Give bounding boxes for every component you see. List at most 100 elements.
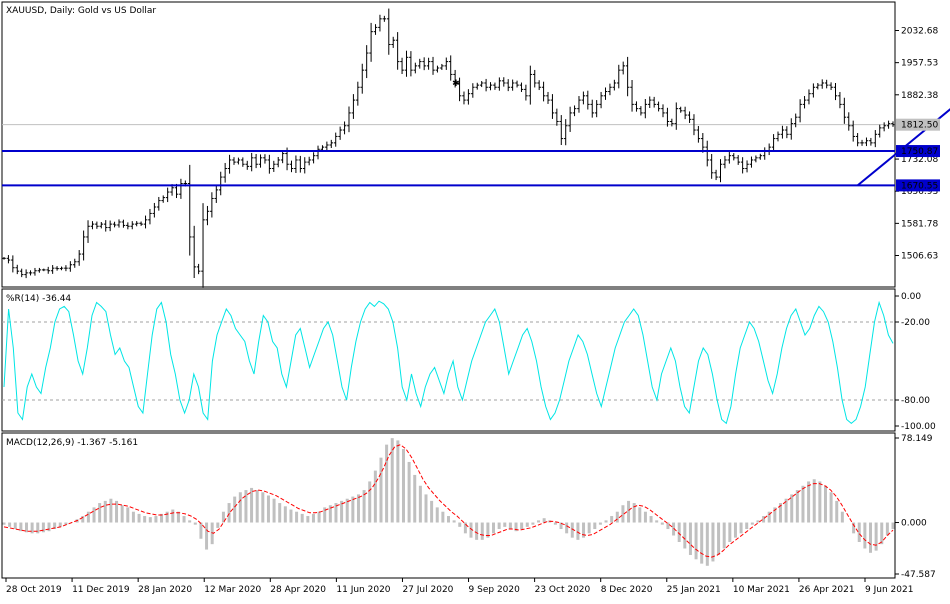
price-bar: [196, 263, 201, 275]
price-bar: [117, 219, 121, 228]
price-bar: [223, 162, 227, 183]
price-bar: [709, 153, 714, 179]
price-bar: [625, 56, 630, 97]
price-bar: [855, 133, 860, 147]
price-tick-label: 2032.68: [901, 27, 938, 37]
macd-layer: [2, 438, 895, 566]
price-bar: [342, 121, 347, 135]
price-bar: [683, 106, 687, 120]
macd-tick-label: -47.587: [901, 570, 936, 580]
price-bar: [537, 80, 541, 91]
price-bar: [254, 153, 258, 169]
price-bar: [413, 62, 418, 74]
date-tick-label: 28 Jan 2020: [138, 585, 192, 595]
price-bar: [42, 268, 46, 272]
price-bar: [586, 90, 590, 110]
price-bar: [577, 96, 581, 113]
price-bar: [820, 79, 825, 89]
price-bar: [555, 108, 559, 126]
date-tick-label: 23 Oct 2020: [535, 585, 591, 595]
price-bar: [457, 77, 462, 102]
price-bar: [417, 58, 422, 69]
price-bar: [369, 22, 373, 62]
price-bar: [386, 8, 391, 55]
price-bar: [842, 97, 847, 124]
price-tick-label: 1506.63: [901, 252, 938, 262]
support-label-1: 1750.87: [901, 147, 938, 157]
price-bar: [754, 155, 758, 163]
price-bar: [656, 101, 661, 112]
price-bar: [307, 156, 311, 166]
price-bar: [263, 154, 267, 164]
price-bar: [126, 222, 130, 230]
price-bar: [360, 63, 365, 94]
price-bar: [462, 91, 466, 105]
support-label-box-1: [896, 145, 940, 158]
price-bar: [77, 250, 81, 266]
williams-r-axis: 0.00 -20.00 -80.00 -100.00: [895, 292, 936, 432]
price-bar: [378, 14, 382, 32]
price-bar: [484, 78, 488, 92]
price-bar: [205, 205, 210, 226]
price-bar: [152, 202, 157, 218]
price-bar: [608, 83, 612, 96]
date-tick-label: 11 Dec 2019: [72, 585, 130, 595]
price-bar: [793, 113, 798, 128]
price-bar: [148, 208, 152, 225]
price-bar: [740, 157, 745, 174]
price-bar: [877, 124, 882, 138]
price-bar: [466, 89, 471, 105]
price-bar: [824, 79, 829, 89]
price-bar: [121, 219, 126, 228]
price-bar: [68, 261, 73, 272]
price-bar: [227, 154, 232, 174]
price-bar: [776, 131, 780, 142]
price-bar: [634, 101, 639, 112]
price-bar: [723, 155, 727, 169]
price-bar: [674, 102, 679, 130]
price-bar: [696, 125, 701, 143]
price-bar: [798, 99, 802, 123]
price-bar: [157, 196, 161, 211]
price-bar: [267, 154, 272, 174]
williams-tick-label: -80.00: [901, 396, 930, 406]
price-bar: [316, 145, 320, 160]
price-bar: [621, 61, 626, 75]
price-bar: [15, 264, 20, 275]
price-bar: [488, 82, 493, 91]
price-tick-label: 1732.08: [901, 155, 938, 165]
date-axis: 28 Oct 2019 11 Dec 2019 28 Jan 2020 12 Mar …: [5, 578, 913, 595]
price-bar: [302, 157, 307, 174]
price-bar: [701, 133, 705, 153]
price-bar: [81, 230, 86, 261]
price-tick-label: 1581.78: [901, 219, 938, 229]
price-panel-frame: [1, 1, 896, 288]
price-bar: [258, 154, 263, 168]
williams-tick-label: -20.00: [901, 318, 930, 328]
price-bar: [448, 55, 453, 81]
price-bar: [616, 64, 621, 89]
price-bar: [139, 221, 143, 226]
price-bar: [161, 195, 166, 203]
price-bar: [643, 99, 648, 119]
price-bar: [435, 65, 440, 73]
trendline[interactable]: [856, 102, 950, 187]
date-tick-label: 9 Sep 2020: [469, 585, 521, 595]
date-tick-label: 26 Apr 2021: [799, 585, 855, 595]
macd-tick-label: 78.149: [901, 434, 933, 444]
price-bar: [816, 82, 820, 90]
williams-tick-label: 0.00: [901, 292, 921, 302]
price-bar: [95, 221, 99, 229]
date-tick-label: 28 Apr 2020: [270, 585, 326, 595]
macd-axis: 78.149 0.000 -47.587: [895, 434, 936, 580]
price-bar: [771, 134, 776, 152]
price-bar: [873, 130, 878, 148]
price-bar: [882, 122, 886, 132]
price-bars-layer: ✱: [2, 8, 950, 288]
price-bar: [665, 107, 670, 127]
support-label-2: 1670.55: [901, 181, 938, 191]
price-tick-label: 1656.93: [901, 187, 938, 197]
price-bar: [210, 192, 214, 218]
